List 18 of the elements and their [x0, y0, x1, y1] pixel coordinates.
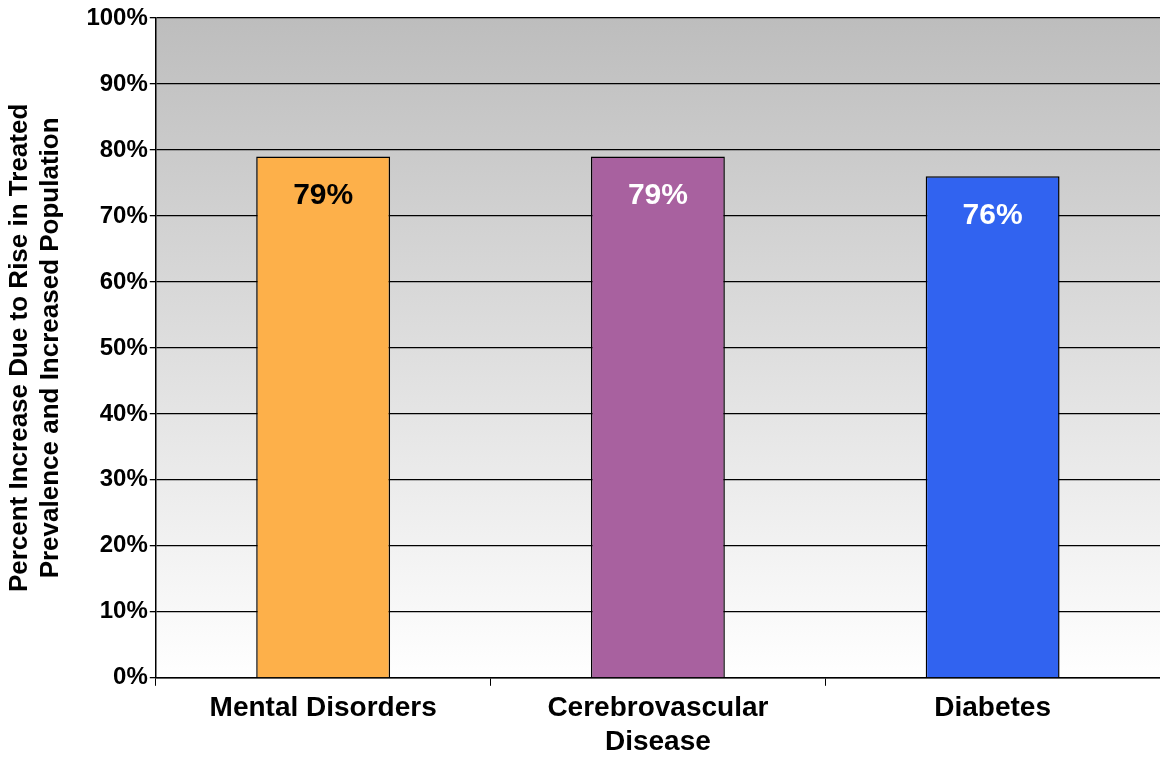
y-tick-label: 70% — [99, 200, 148, 228]
y-tick-label: 10% — [99, 596, 148, 624]
y-tick-label: 20% — [99, 530, 148, 558]
y-tick-label: 80% — [99, 134, 148, 162]
y-tick-label: 0% — [113, 662, 148, 690]
x-tick-label: Cerebrovascular Disease — [547, 691, 769, 756]
y-tick-label: 50% — [99, 332, 148, 360]
y-tick-label: 100% — [86, 2, 148, 30]
data-label: 76% — [962, 196, 1023, 230]
x-tick-label: Mental Disorders — [209, 691, 437, 723]
x-tick-label: Diabetes — [934, 691, 1051, 723]
data-label: 79% — [293, 176, 354, 210]
y-tick-label: 40% — [99, 398, 148, 426]
y-tick-label: 30% — [99, 464, 148, 492]
data-label: 79% — [627, 176, 688, 210]
y-tick-label: 90% — [99, 68, 148, 96]
y-tick-label: 60% — [99, 266, 148, 294]
y-axis-title: Percent Increase Due to Rise in Treated Prevalence and Increased Population — [2, 103, 64, 593]
